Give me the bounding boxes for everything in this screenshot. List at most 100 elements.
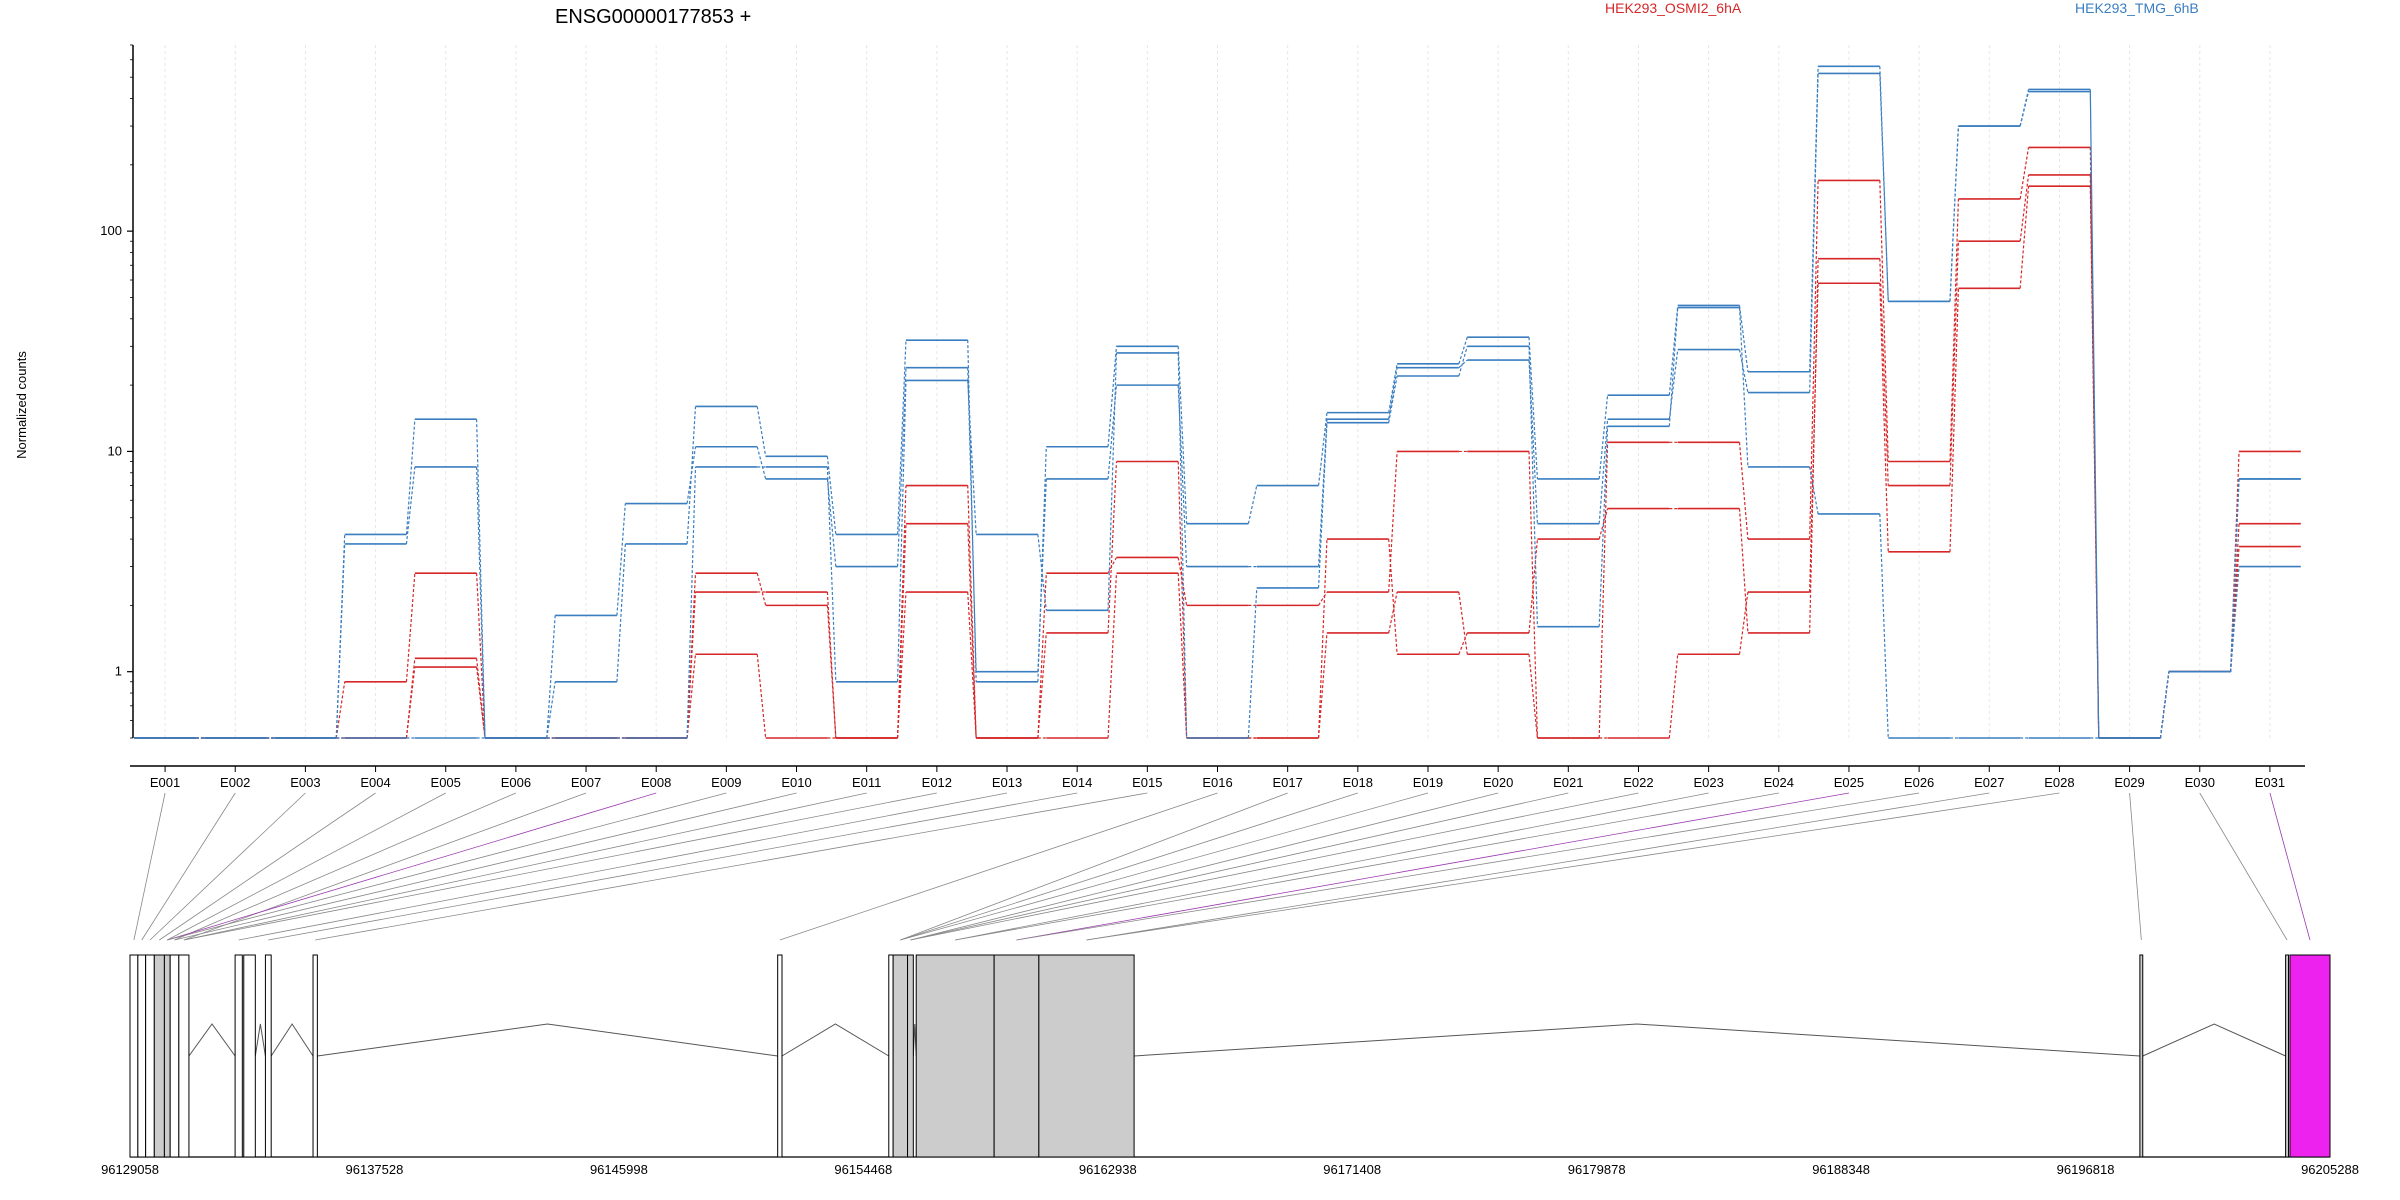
- series-transition: [1528, 337, 1539, 479]
- vertical-gridlines: [164, 45, 2271, 738]
- legend-label-tmg: HEK293_TMG_6hB: [2075, 0, 2199, 16]
- exon-box: [777, 954, 783, 1158]
- x-tick-label: E009: [711, 775, 741, 790]
- exon-connector: [268, 792, 1078, 941]
- exon-connector: [149, 792, 306, 941]
- exon-connector: [159, 792, 376, 941]
- series-transition: [1738, 349, 1749, 393]
- series-transition: [475, 573, 486, 739]
- x-tick-label: E026: [1904, 775, 1934, 790]
- x-tick-label: E007: [571, 775, 601, 790]
- coordinate-label: 96154468: [834, 1162, 892, 1177]
- x-tick-label: E016: [1202, 775, 1232, 790]
- exon-box: [169, 954, 180, 1158]
- series-transition: [1107, 573, 1118, 739]
- series-transition: [896, 380, 907, 682]
- exon-connector: [183, 792, 937, 941]
- exon-box: [907, 954, 914, 1158]
- series-transition: [896, 340, 907, 535]
- exon-box: [2285, 954, 2289, 1158]
- gene-model-track: 96129058 96137528 96145998 96154468 96162938…: [101, 954, 2359, 1177]
- x-tick-label: E014: [1062, 775, 1092, 790]
- exon-connector: [1086, 792, 2060, 941]
- series-transition: [756, 654, 767, 739]
- exon-box: [1038, 954, 1135, 1158]
- exon-box: [915, 954, 995, 1158]
- coordinate-label: 96188348: [1812, 1162, 1870, 1177]
- series-transition: [2230, 566, 2240, 672]
- series-transition: [1317, 422, 1328, 588]
- x-tick-label: E030: [2185, 775, 2215, 790]
- x-tick-label: E031: [2255, 775, 2285, 790]
- series-transition: [686, 591, 697, 739]
- series-transition: [1317, 412, 1328, 486]
- x-tick-label: E006: [501, 775, 531, 790]
- y-tick-label: 1: [115, 664, 122, 679]
- exon-connector: [910, 792, 1499, 941]
- x-tick-label: E015: [1132, 775, 1162, 790]
- exon-connector: [955, 792, 1709, 941]
- series-transition: [1809, 283, 1819, 593]
- series-transition: [1458, 359, 1468, 369]
- intron-line: [317, 1023, 778, 1057]
- series-2: [134, 185, 2301, 739]
- series-transition: [1388, 375, 1398, 423]
- series-transition: [1598, 419, 1609, 524]
- exon-connector: [183, 792, 587, 941]
- x-tick-label: E020: [1483, 775, 1513, 790]
- exon-box: [892, 954, 909, 1158]
- series-transition: [1949, 241, 1960, 486]
- series-transition: [967, 591, 977, 739]
- exon-box: [993, 954, 1040, 1158]
- exon-connector: [183, 792, 867, 941]
- x-tick-label: E012: [922, 775, 952, 790]
- x-tick-label: E013: [992, 775, 1022, 790]
- series-transition: [1528, 346, 1539, 627]
- series-transition: [686, 446, 697, 504]
- intron-line: [781, 1023, 890, 1057]
- x-tick-label: E010: [781, 775, 811, 790]
- intron-line: [1134, 1023, 2140, 1057]
- series-transition: [1107, 346, 1118, 447]
- series-transition: [1107, 461, 1118, 633]
- exon-connector: [133, 792, 166, 941]
- series-transition: [1318, 591, 1328, 606]
- series-transition: [967, 523, 977, 739]
- y-axis-label: Normalized counts: [14, 351, 29, 459]
- series-transition: [1317, 539, 1328, 739]
- series-transition: [1879, 73, 1889, 302]
- x-tick-label: E017: [1272, 775, 1302, 790]
- coordinate-label: 96129058: [101, 1162, 159, 1177]
- series-transition: [546, 681, 556, 739]
- series-transition: [1388, 363, 1398, 413]
- series-transition: [686, 406, 697, 545]
- intron-line: [254, 1023, 266, 1057]
- exon-connector: [2129, 792, 2142, 941]
- series-transition: [1388, 539, 1398, 655]
- x-tick-label: E004: [360, 775, 390, 790]
- series-transition: [1738, 307, 1749, 467]
- intron-line: [2142, 1023, 2286, 1057]
- series-transition: [1388, 367, 1398, 420]
- x-tick-label: E024: [1764, 775, 1794, 790]
- coordinate-label: 96179878: [1568, 1162, 1626, 1177]
- series-transition: [1598, 442, 1609, 739]
- exon-box: [145, 954, 155, 1158]
- series-transition: [616, 543, 626, 682]
- series-transition: [2089, 186, 2100, 739]
- series-transition: [1528, 539, 1539, 633]
- series-transition: [1598, 426, 1609, 627]
- exon-connector: [167, 792, 657, 941]
- series-transition: [826, 605, 837, 739]
- exon-box: [2139, 954, 2144, 1158]
- exon-connector: [238, 792, 1008, 941]
- series-transition: [1809, 466, 1819, 515]
- exon-box: [137, 954, 147, 1158]
- series-transition: [686, 654, 697, 739]
- x-tick-label: E028: [2044, 775, 2074, 790]
- coordinate-label: 96196818: [2057, 1162, 2115, 1177]
- x-tick-label: E019: [1413, 775, 1443, 790]
- series-transition: [1668, 349, 1679, 420]
- series-transition: [756, 446, 767, 480]
- exon-box: [312, 954, 318, 1158]
